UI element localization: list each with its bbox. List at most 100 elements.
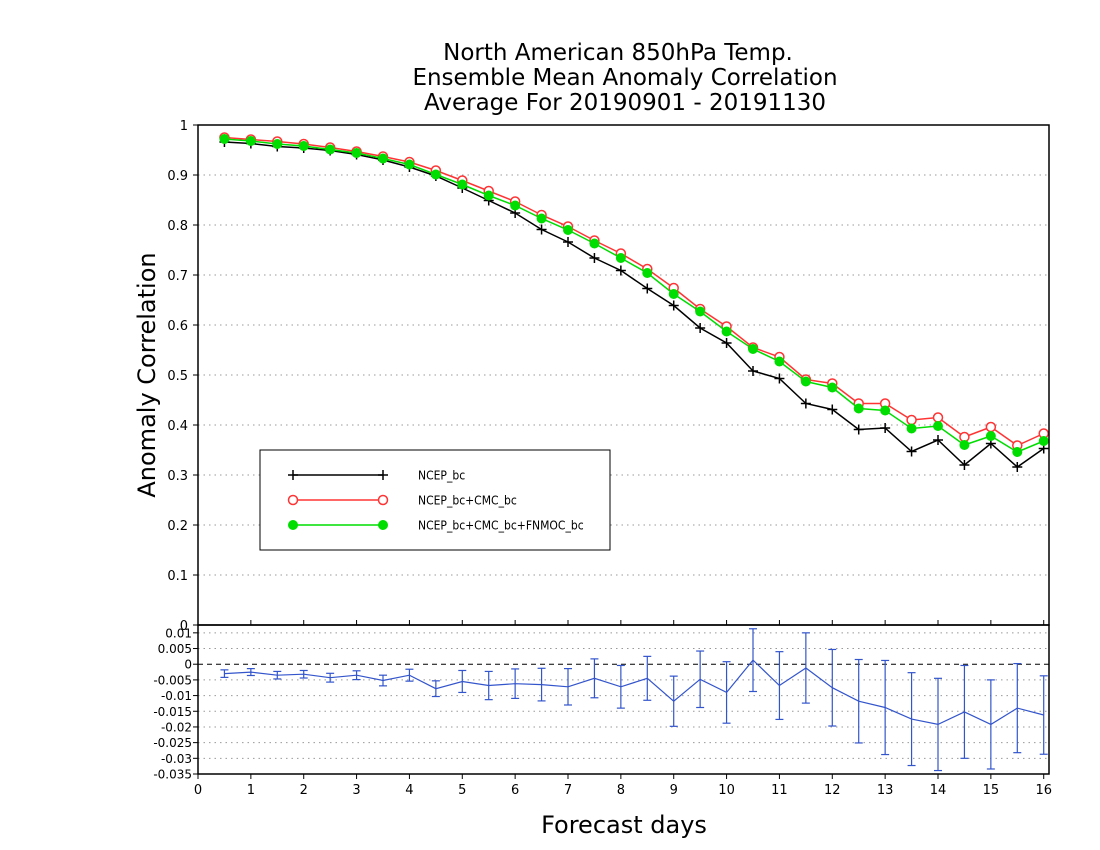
error-bar: [907, 672, 916, 767]
series-open-circle: [219, 132, 1049, 451]
x-tick-label: 5: [458, 783, 466, 798]
title-line-1: North American 850hPa Temp.: [443, 40, 793, 66]
series-line: [224, 659, 1044, 726]
x-tick-label: 3: [352, 783, 360, 798]
y-tick-label: 0.8: [167, 219, 188, 234]
y-tick-label: 0.7: [167, 269, 188, 284]
data-point: [642, 268, 653, 278]
error-bar: [960, 664, 969, 759]
top-panel-series: [219, 132, 1049, 472]
error-bar: [696, 650, 705, 709]
data-point: [668, 289, 679, 299]
x-tick-label: 1: [247, 783, 255, 798]
error-bar: [458, 669, 467, 694]
y-tick-label: 0.6: [167, 319, 188, 334]
error-bar: [511, 668, 520, 700]
error-bar: [326, 672, 335, 683]
error-bar: [405, 668, 414, 682]
y-tick-label: 1: [180, 119, 188, 134]
legend-label: NCEP_bc: [418, 469, 465, 483]
error-bar: [934, 677, 942, 772]
series-line: [224, 141, 1045, 468]
error-bar: [246, 668, 255, 677]
data-point: [985, 431, 996, 441]
series-line: [224, 136, 1045, 447]
data-point: [615, 253, 626, 263]
error-bar: [881, 659, 890, 756]
data-point: [378, 520, 388, 530]
data-point: [563, 225, 573, 235]
y-tick-label: -0.01: [161, 689, 192, 703]
error-bar: [590, 658, 599, 699]
x-ticks: 0 1 2 3 4 5 6 7 8 9 10 11 12 13 14 15 16: [194, 620, 1052, 798]
data-point: [748, 344, 758, 354]
y-tick-label: 0: [184, 658, 192, 672]
error-bar: [801, 632, 810, 704]
legend-label: NCEP_bc+CMC_bc+FNMOC_bc: [418, 519, 584, 533]
series-line: [224, 138, 1044, 453]
y-tick-label: 0.9: [167, 169, 188, 184]
data-point: [800, 376, 811, 387]
x-tick-label: 10: [718, 783, 735, 798]
error-bar: [616, 664, 625, 709]
data-point: [880, 405, 891, 416]
bottom-panel-frame: [197, 624, 1050, 775]
legend: NCEP_bc NCEP_bc+CMC_bc NCEP_bc+CMC_bc+FNMO…: [259, 449, 611, 551]
data-point: [906, 414, 917, 426]
error-bar: [775, 651, 784, 721]
top-y-ticks: 0 0.1 0.2 0.3 0.4 0.5 0.6 0.7 0.8 0.9 1: [167, 119, 198, 634]
data-point: [1038, 436, 1049, 446]
y-tick-label: -0.005: [153, 673, 192, 687]
x-tick-label: 16: [1035, 783, 1052, 798]
bottom-panel-series: [220, 628, 1048, 772]
x-tick-label: 13: [877, 783, 894, 798]
error-bar: [220, 669, 229, 678]
error-bar: [828, 648, 837, 727]
data-point: [959, 440, 970, 450]
y-tick-label: 0.1: [167, 569, 188, 584]
data-point: [483, 190, 494, 201]
y-tick-label: -0.025: [153, 736, 192, 750]
x-tick-label: 15: [983, 783, 1000, 798]
error-bar: [1039, 675, 1048, 755]
y-tick-label: 0.4: [167, 419, 188, 434]
x-tick-label: 0: [194, 783, 202, 798]
title-line-2: Ensemble Mean Anomaly Correlation: [412, 65, 837, 91]
data-point: [325, 144, 336, 155]
legend-entry: NCEP_bc+CMC_bc: [287, 494, 517, 508]
data-point: [298, 141, 309, 151]
data-point: [288, 520, 298, 530]
error-bar: [854, 658, 863, 744]
x-tick-label: 9: [670, 783, 678, 798]
y-tick-label: 0.5: [167, 369, 188, 384]
data-point: [853, 403, 864, 414]
data-point: [589, 238, 600, 249]
y-tick-label: 0.2: [167, 519, 188, 534]
error-bar: [299, 669, 308, 679]
y-tick-label: -0.03: [161, 752, 192, 766]
data-point: [287, 494, 299, 506]
error-bar: [669, 675, 678, 727]
x-tick-label: 6: [511, 783, 519, 798]
legend-entry: NCEP_bc: [288, 469, 465, 483]
x-tick-label: 14: [930, 783, 947, 798]
legend-label: NCEP_bc+CMC_bc: [418, 494, 517, 508]
data-point: [827, 382, 838, 393]
data-point: [774, 356, 785, 367]
error-bar: [986, 679, 995, 770]
data-point: [536, 213, 547, 224]
data-point: [932, 412, 944, 423]
x-tick-label: 2: [300, 783, 308, 798]
difference-series: [220, 628, 1048, 772]
y-tick-label: -0.035: [153, 768, 192, 782]
data-point: [457, 179, 468, 190]
data-point: [351, 148, 362, 158]
error-bar: [431, 680, 440, 698]
x-axis-label: Forecast days: [541, 811, 707, 839]
error-bar: [484, 670, 493, 701]
bottom-y-ticks: 0.01 0.005 0-0.005 -0.01 -0.015-0.02 -0.025 -0…: [153, 626, 198, 782]
data-point: [219, 134, 230, 144]
x-tick-label: 4: [405, 783, 413, 798]
y-tick-label: 0.01: [165, 626, 192, 640]
data-point: [404, 159, 415, 170]
